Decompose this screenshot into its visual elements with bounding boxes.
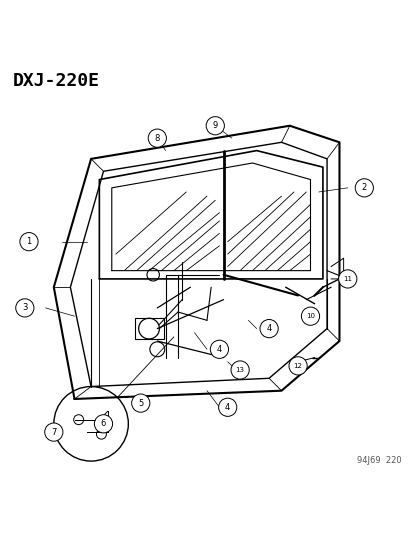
Circle shape <box>16 299 34 317</box>
Text: 10: 10 <box>305 313 314 319</box>
Text: 13: 13 <box>235 367 244 373</box>
Circle shape <box>301 307 319 325</box>
Circle shape <box>210 340 228 358</box>
Circle shape <box>218 398 236 416</box>
Text: 9: 9 <box>212 121 217 130</box>
Text: 12: 12 <box>293 363 302 369</box>
Text: 6: 6 <box>101 419 106 429</box>
Circle shape <box>20 232 38 251</box>
Circle shape <box>206 117 224 135</box>
Text: 1: 1 <box>26 237 31 246</box>
Text: DXJ-220E: DXJ-220E <box>12 72 99 90</box>
Circle shape <box>45 423 63 441</box>
Text: 2: 2 <box>361 183 366 192</box>
Text: 7: 7 <box>51 427 56 437</box>
Circle shape <box>131 394 150 412</box>
Text: 5: 5 <box>138 399 143 408</box>
Text: 94J69  220: 94J69 220 <box>356 456 401 465</box>
Circle shape <box>148 129 166 147</box>
Circle shape <box>354 179 373 197</box>
Circle shape <box>288 357 306 375</box>
Bar <box>134 318 163 339</box>
Text: 8: 8 <box>154 134 159 143</box>
Text: 4: 4 <box>225 403 230 412</box>
Text: 4: 4 <box>216 345 221 354</box>
Text: 4: 4 <box>266 324 271 333</box>
Text: 11: 11 <box>342 276 351 282</box>
Circle shape <box>259 319 278 338</box>
Circle shape <box>94 415 112 433</box>
Text: 3: 3 <box>22 303 27 312</box>
Circle shape <box>230 361 249 379</box>
Circle shape <box>338 270 356 288</box>
